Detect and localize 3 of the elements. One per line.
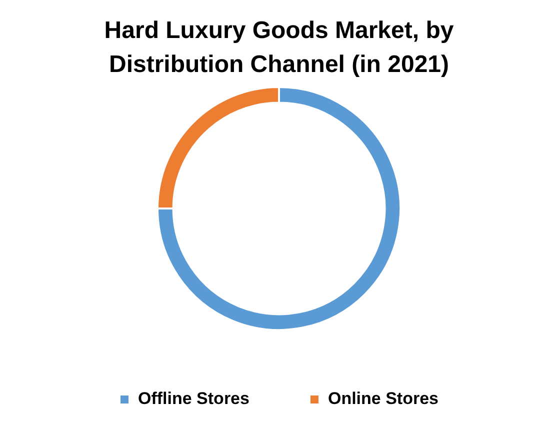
legend-label: Offline Stores [138,389,250,408]
legend-label: Online Stores [328,389,438,408]
chart-title: Hard Luxury Goods Market, by Distribution Channel (in 2021) [103,16,455,80]
